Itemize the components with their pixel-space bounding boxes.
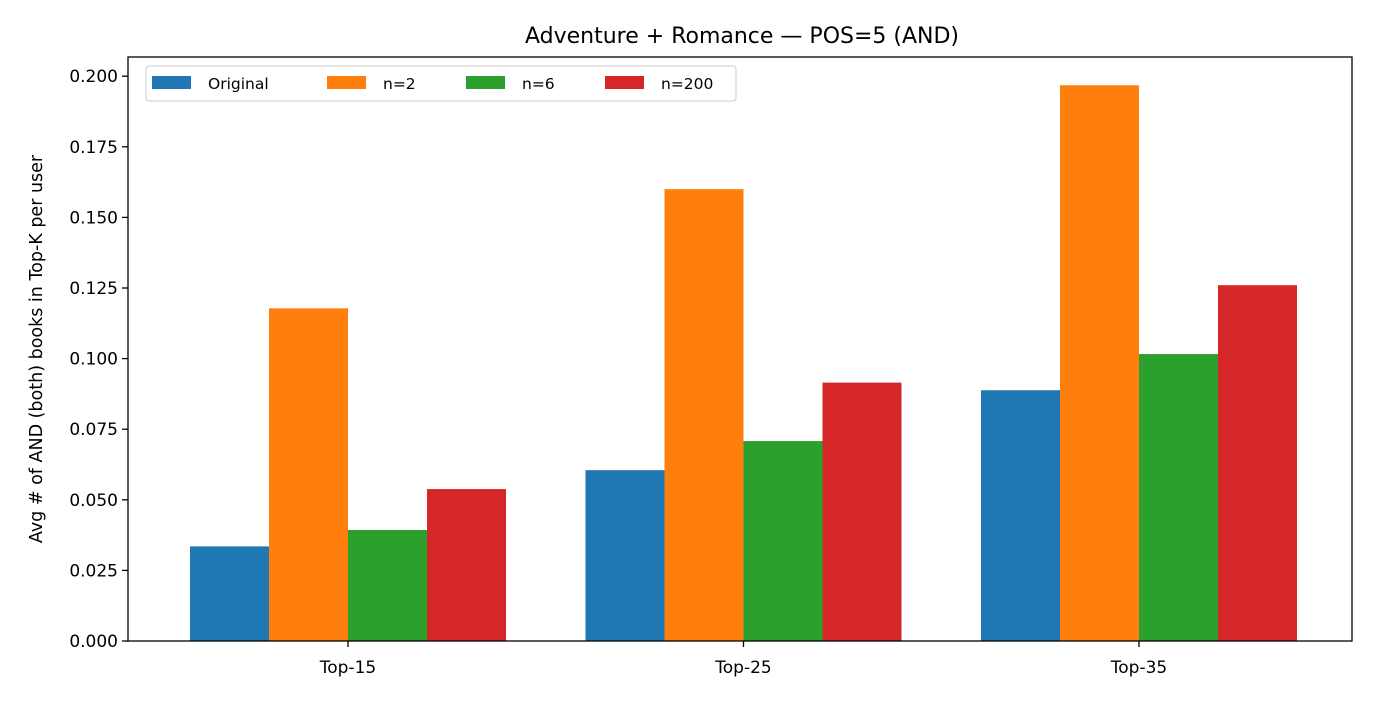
- bar-n-200-top-25: [822, 382, 902, 641]
- bar-n-200-top-15: [427, 489, 506, 641]
- bar-n-2-top-15: [269, 308, 348, 641]
- bar-n-2-top-25: [664, 189, 744, 641]
- bar-original-top-35: [981, 390, 1060, 641]
- legend-swatch: [152, 76, 191, 89]
- y-tick-label: 0.050: [69, 491, 118, 511]
- x-tick-label: Top-15: [319, 658, 376, 678]
- y-tick-label: 0.075: [69, 420, 118, 440]
- plot-frame: [127, 56, 1353, 642]
- bar-n-6-top-15: [348, 530, 427, 641]
- x-tick-label: Top-25: [714, 658, 771, 678]
- bar-original-top-25: [585, 470, 665, 641]
- bars-group: [190, 85, 1297, 642]
- legend-swatch: [605, 76, 644, 89]
- bar-n-6-top-35: [1139, 354, 1218, 641]
- x-tick-label: Top-35: [1110, 658, 1167, 678]
- bar-n-2-top-35: [1060, 85, 1139, 642]
- y-tick-label: 0.125: [69, 279, 118, 299]
- legend-label: n=2: [383, 75, 416, 93]
- bar-n-200-top-35: [1218, 285, 1297, 641]
- y-tick-label: 0.000: [69, 632, 118, 652]
- y-tick-label: 0.175: [69, 138, 118, 158]
- x-axis: Top-15 Top-25 Top-35: [319, 641, 1167, 678]
- legend-label: n=6: [522, 75, 555, 93]
- legend-label: Original: [208, 75, 269, 93]
- y-tick-label: 0.200: [69, 67, 118, 87]
- y-tick-label: 0.150: [69, 208, 118, 228]
- y-tick-label: 0.025: [69, 561, 118, 581]
- y-tick-label: 0.100: [69, 350, 118, 370]
- y-axis: 0.000 0.025 0.050 0.075 0.100 0.125 0.150 0.175…: [69, 67, 128, 652]
- legend-label: n=200: [661, 75, 713, 93]
- y-axis-label: Avg # of AND (both) books in Top-K per u…: [27, 154, 47, 543]
- legend-swatch: [327, 76, 366, 89]
- bar-n-6-top-25: [743, 441, 823, 641]
- chart-title: Adventure + Romance — POS=5 (AND): [525, 24, 959, 49]
- legend-swatch: [466, 76, 505, 89]
- bar-original-top-15: [190, 546, 269, 641]
- legend: Original n=2 n=6 n=200: [145, 65, 737, 102]
- legend-box: [145, 65, 737, 102]
